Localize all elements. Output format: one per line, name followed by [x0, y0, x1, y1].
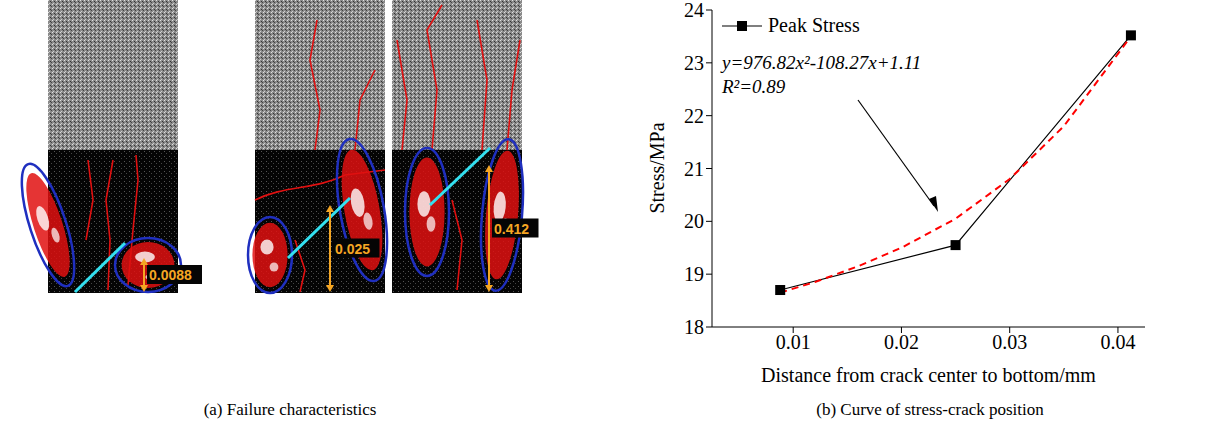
html-text:y=976.82x²-108.27x+1.11: y=976.82x²-108.27x+1.11: [722, 52, 922, 73]
svg-text:Distance from crack center to: Distance from crack center to bottom/mm: [761, 364, 1096, 386]
html-text:Peak Stress: Peak Stress: [768, 14, 860, 36]
svg-text:21: 21: [684, 158, 704, 180]
html-text:(b) Curve of stress-crack posi: (b) Curve of stress-crack position: [816, 400, 1044, 419]
html-text:(a) Failure characteristics: (a) Failure characteristics: [203, 400, 377, 419]
html-text:R²=0.89: R²=0.89: [722, 76, 786, 97]
svg-text:0.04: 0.04: [1100, 331, 1135, 353]
svg-text:0.025: 0.025: [335, 241, 370, 257]
svg-text:0.01: 0.01: [776, 331, 811, 353]
svg-text:23: 23: [684, 52, 704, 74]
svg-text:0.03: 0.03: [992, 331, 1027, 353]
svg-text:20: 20: [684, 210, 704, 232]
svg-text:0.0088: 0.0088: [149, 267, 192, 283]
svg-text:0.412: 0.412: [494, 221, 529, 237]
svg-text:24: 24: [684, 0, 704, 21]
svg-text:18: 18: [684, 316, 704, 338]
svg-text:22: 22: [684, 105, 704, 127]
svg-text:19: 19: [684, 263, 704, 285]
svg-text:0.02: 0.02: [884, 331, 919, 353]
html-text:Stress/MPa: Stress/MPa: [646, 122, 668, 214]
